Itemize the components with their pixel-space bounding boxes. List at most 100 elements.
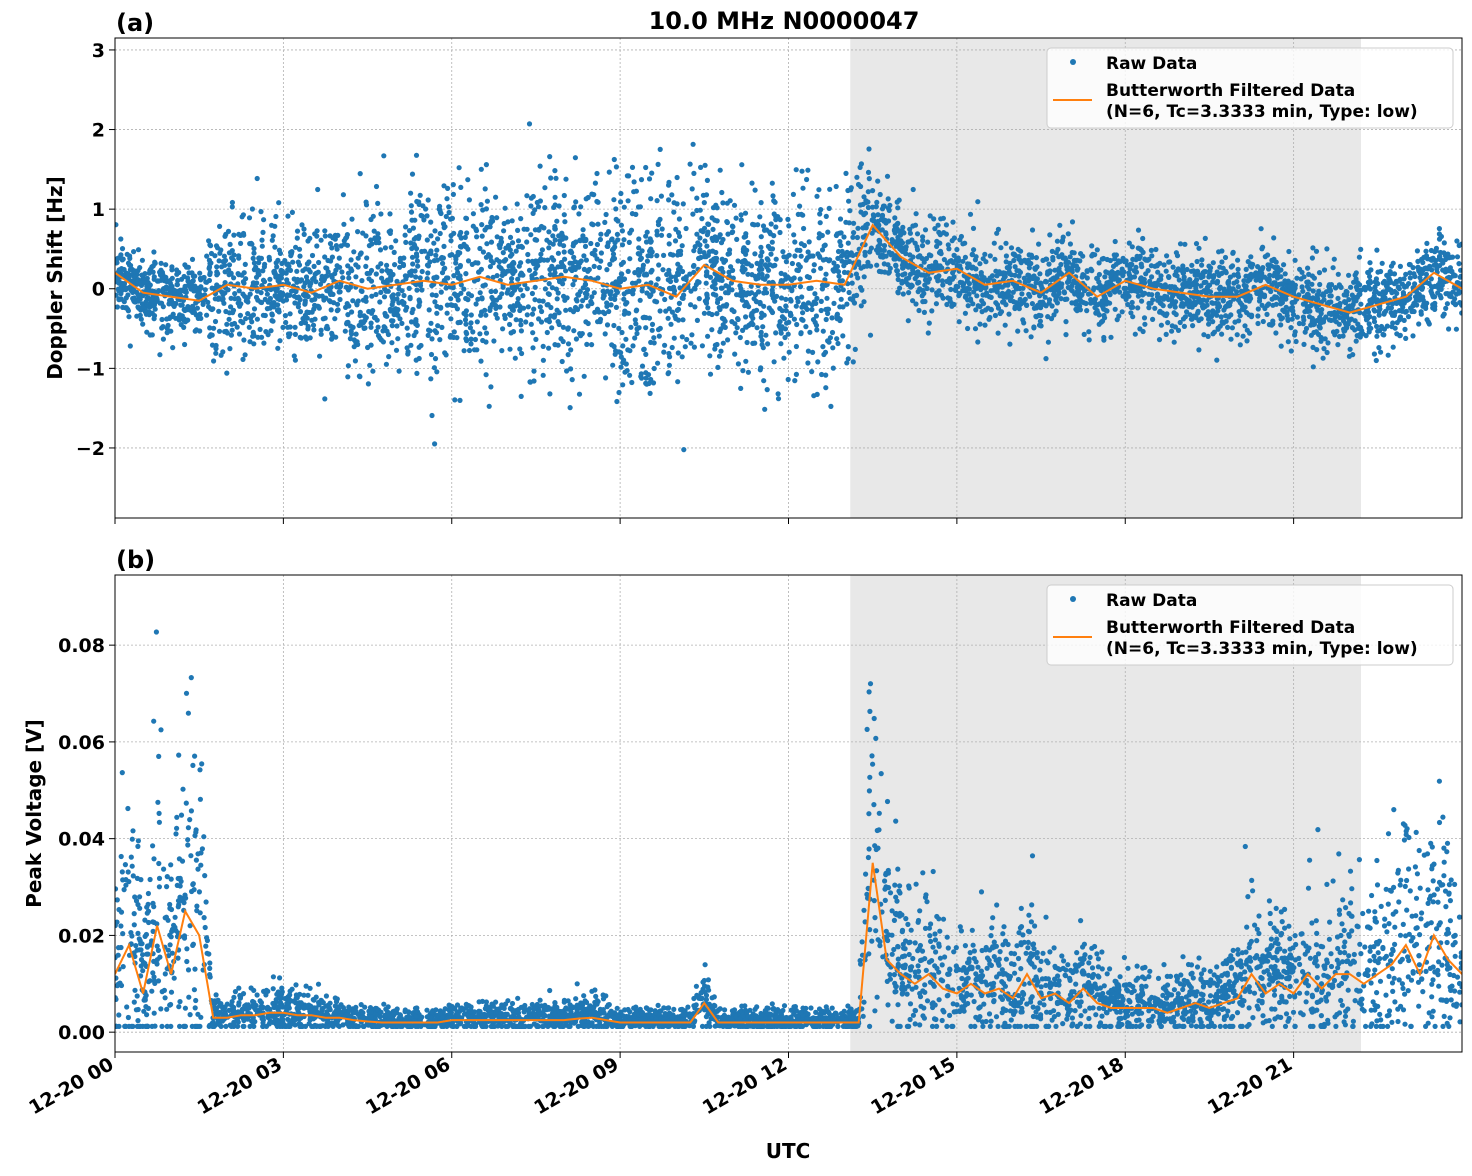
raw-data-point — [770, 240, 775, 245]
raw-data-point — [846, 199, 851, 204]
raw-data-point — [720, 316, 725, 321]
raw-data-point — [702, 238, 707, 243]
raw-data-point — [425, 263, 430, 268]
raw-data-point — [1127, 263, 1132, 268]
raw-data-point — [1015, 329, 1020, 334]
raw-data-point — [543, 286, 548, 291]
raw-data-point — [267, 257, 272, 262]
raw-data-point — [613, 206, 618, 211]
raw-data-point — [1416, 321, 1421, 326]
raw-data-point — [1009, 245, 1014, 250]
raw-data-point — [1231, 281, 1236, 286]
raw-data-point — [345, 301, 350, 306]
raw-data-point — [469, 337, 474, 342]
raw-data-point — [616, 390, 621, 395]
raw-data-point — [715, 300, 720, 305]
raw-data-point — [996, 227, 1001, 232]
raw-data-point — [232, 291, 237, 296]
raw-data-point — [769, 308, 774, 313]
raw-data-point — [1242, 283, 1247, 288]
raw-data-point — [704, 301, 709, 306]
raw-data-point — [1223, 313, 1228, 318]
raw-data-point — [1398, 277, 1403, 282]
raw-data-point — [197, 271, 202, 276]
raw-data-point — [442, 224, 447, 229]
raw-data-point — [345, 374, 350, 379]
raw-data-point — [433, 356, 438, 361]
raw-data-point — [993, 300, 998, 305]
raw-data-point — [702, 200, 707, 205]
raw-data-point — [1236, 267, 1241, 272]
raw-data-point — [619, 223, 624, 228]
raw-data-point — [1290, 300, 1295, 305]
raw-data-point — [901, 291, 906, 296]
raw-data-point — [614, 164, 619, 169]
raw-data-point — [666, 370, 671, 375]
raw-data-point — [822, 243, 827, 248]
raw-data-point — [1437, 263, 1442, 268]
raw-data-point — [845, 188, 850, 193]
raw-data-point — [1164, 332, 1169, 337]
raw-data-point — [168, 329, 173, 334]
raw-data-point — [724, 219, 729, 224]
raw-data-point — [1285, 318, 1290, 323]
raw-data-point — [1400, 308, 1405, 313]
raw-data-point — [720, 257, 725, 262]
raw-data-point — [761, 345, 766, 350]
raw-data-point — [817, 211, 822, 216]
raw-data-point — [862, 274, 867, 279]
raw-data-point — [379, 268, 384, 273]
raw-data-point — [1092, 305, 1097, 310]
raw-data-point — [238, 241, 243, 246]
raw-data-point — [638, 298, 643, 303]
raw-data-point — [1410, 333, 1415, 338]
raw-data-point — [1442, 240, 1447, 245]
raw-data-point — [1072, 258, 1077, 263]
raw-data-point — [298, 335, 303, 340]
raw-data-point — [1317, 270, 1322, 275]
raw-data-point — [713, 286, 718, 291]
raw-data-point — [126, 271, 131, 276]
raw-data-point — [411, 226, 416, 231]
raw-data-point — [222, 234, 227, 239]
raw-data-point — [269, 318, 274, 323]
raw-data-point — [1047, 232, 1052, 237]
raw-data-point — [1104, 301, 1109, 306]
raw-data-point — [1205, 285, 1210, 290]
raw-data-point — [819, 299, 824, 304]
raw-data-point — [1128, 310, 1133, 315]
raw-data-point — [1136, 228, 1141, 233]
raw-data-point — [807, 239, 812, 244]
raw-data-point — [417, 297, 422, 302]
raw-data-point — [589, 342, 594, 347]
raw-data-point — [1236, 298, 1241, 303]
raw-data-point — [1225, 325, 1230, 330]
raw-data-point — [386, 332, 391, 337]
raw-data-point — [350, 298, 355, 303]
raw-data-point — [1205, 313, 1210, 318]
raw-data-point — [1004, 253, 1009, 258]
raw-data-point — [464, 230, 469, 235]
raw-data-point — [1184, 301, 1189, 306]
raw-data-point — [618, 199, 623, 204]
raw-data-point — [534, 238, 539, 243]
raw-data-point — [307, 236, 312, 241]
raw-data-point — [370, 369, 375, 374]
raw-data-point — [619, 354, 624, 359]
raw-data-point — [684, 274, 689, 279]
raw-data-point — [1380, 294, 1385, 299]
raw-data-point — [1406, 281, 1411, 286]
raw-data-point — [784, 308, 789, 313]
raw-data-point — [1311, 330, 1316, 335]
raw-data-point — [563, 177, 568, 182]
raw-data-point — [789, 298, 794, 303]
raw-data-point — [734, 237, 739, 242]
raw-data-point — [284, 271, 289, 276]
raw-data-point — [547, 391, 552, 396]
raw-data-point — [1130, 244, 1135, 249]
raw-data-point — [688, 341, 693, 346]
raw-data-point — [659, 233, 664, 238]
raw-data-point — [1066, 285, 1071, 290]
raw-data-point — [353, 262, 358, 267]
